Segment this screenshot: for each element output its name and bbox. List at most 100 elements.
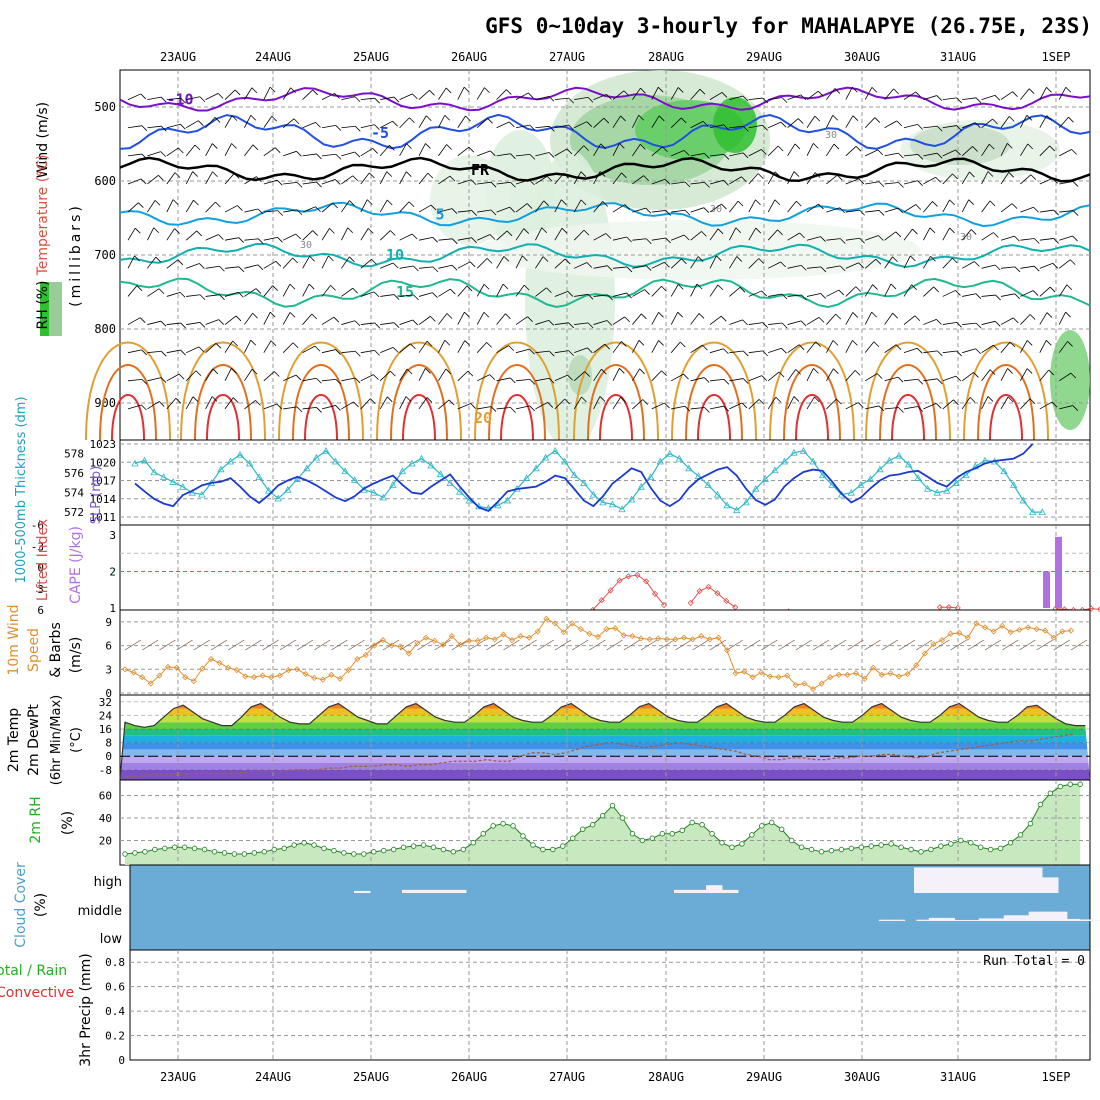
rh2m-point <box>1027 820 1034 827</box>
isotherm-label: -10 <box>166 91 193 109</box>
wind-barb-flag <box>231 143 237 149</box>
wind-barb-flag <box>174 172 181 178</box>
warm-loop <box>783 364 841 441</box>
thickness-point <box>265 486 273 494</box>
wind-barb <box>380 120 393 129</box>
wind-barb-flag <box>232 340 238 347</box>
wind-barb <box>1039 340 1047 353</box>
slp-axis-label: SLP (mb) <box>89 466 104 525</box>
wind10m-point <box>483 634 490 641</box>
thickness-point <box>398 467 407 475</box>
wind-barb <box>166 398 177 410</box>
wind-barb <box>457 115 466 128</box>
temp-band <box>120 749 1090 757</box>
thickness-point <box>417 454 426 462</box>
wind-barb-flag <box>780 121 787 128</box>
wind-barb <box>185 171 194 185</box>
wind-barb <box>806 293 821 297</box>
wind-barb <box>612 236 627 241</box>
wind-barb-flag <box>523 228 530 234</box>
wind-barb <box>612 204 626 213</box>
rh2m-point <box>987 846 994 853</box>
thickness-point <box>933 488 941 496</box>
temp-band <box>120 756 1090 763</box>
wind-barb-flag <box>219 294 225 300</box>
wind-barb <box>515 284 525 297</box>
wind-barb-flag <box>366 199 373 205</box>
thickness-point <box>618 505 626 513</box>
wind-barb <box>282 342 294 353</box>
wind10m-frame <box>119 609 1091 696</box>
wind-barb <box>302 256 310 269</box>
wind-barb <box>1020 314 1031 325</box>
wind-barb <box>399 233 413 241</box>
wind-barb <box>923 286 934 297</box>
wind-barb <box>360 148 373 157</box>
wind-barb <box>147 350 162 354</box>
wind-barb <box>127 93 141 100</box>
wind-barb-flag <box>314 345 321 352</box>
wind-barb-flag <box>486 342 492 348</box>
wind-barb-flag <box>876 373 883 379</box>
wind-barb-flag <box>490 406 497 412</box>
wind-barb <box>263 371 275 382</box>
wind-barb-flag <box>781 293 788 300</box>
thickness-point <box>857 481 865 488</box>
thickness-point <box>436 470 445 478</box>
wind-barb <box>1058 87 1067 100</box>
wind-barb <box>1058 259 1071 269</box>
cloud-high-bar <box>1010 867 1027 893</box>
wind-barb-flag <box>471 210 478 216</box>
rh2m-point <box>341 850 347 856</box>
wind-barb <box>147 377 162 382</box>
wind-barb <box>612 143 620 157</box>
wind-barb-flag <box>529 379 536 385</box>
isotherm-label: 15 <box>396 283 414 301</box>
rh2m-point <box>898 844 904 850</box>
thickness-point <box>341 467 349 475</box>
wind10m-point <box>827 674 834 681</box>
wind-barb-flag <box>723 154 730 160</box>
cloud-label-b: (%) <box>33 893 49 917</box>
wind-barb-flag <box>814 172 821 178</box>
thickness-point <box>685 464 693 472</box>
wind-barb-flag <box>251 87 258 94</box>
wind-barb-flag <box>895 231 902 238</box>
cloud-middle-bar <box>1078 919 1093 921</box>
rh-shade <box>1050 330 1090 430</box>
wind-barb <box>651 115 660 128</box>
wind-barb-flag <box>295 233 302 240</box>
wind-barb <box>1020 88 1030 100</box>
wind-barb <box>476 87 485 100</box>
wind10m-label-c: & Barbs <box>48 622 64 678</box>
wind-barb <box>283 209 298 213</box>
warm-loop <box>865 341 951 441</box>
wind10m-point <box>1067 627 1075 634</box>
rh2m-point <box>918 849 924 855</box>
rh2m-point <box>779 826 785 832</box>
cape-tick-label: 2 <box>109 566 116 579</box>
cloud-middle-bar <box>891 919 906 921</box>
wind10m-barb <box>847 639 864 651</box>
wind-barb <box>515 92 529 100</box>
wind-barb-flag <box>251 368 258 375</box>
wind10m-barb <box>331 639 348 651</box>
thickness-point <box>331 457 340 465</box>
wind-barb <box>632 313 642 325</box>
thickness-point <box>446 479 454 486</box>
wind-barb-flag <box>452 238 458 245</box>
wind-barb-flag <box>581 396 587 403</box>
wind-barb <box>147 256 157 269</box>
wind-barb <box>864 341 875 353</box>
rh2m-point <box>530 842 536 848</box>
wind-barb <box>845 340 853 353</box>
wind-barb <box>1059 149 1072 157</box>
wind-barb <box>127 285 138 297</box>
wind-barb-flag <box>177 259 184 266</box>
wind-barb <box>321 405 336 410</box>
wind-barb <box>535 227 543 241</box>
wind-barb-flag <box>761 290 767 297</box>
wind-barb-flag <box>316 377 322 384</box>
wind-barb-flag <box>683 373 689 380</box>
wind-barb <box>651 261 665 269</box>
